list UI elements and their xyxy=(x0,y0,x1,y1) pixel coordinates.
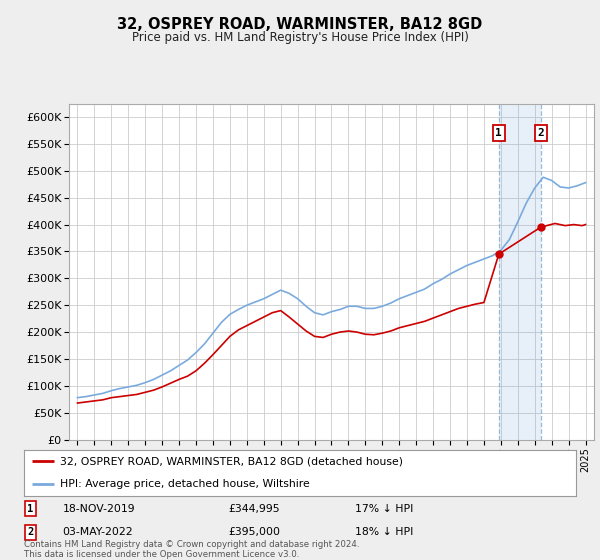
Text: 03-MAY-2022: 03-MAY-2022 xyxy=(62,528,133,537)
Text: 2: 2 xyxy=(28,528,34,537)
Text: 2: 2 xyxy=(537,128,544,138)
Text: £344,995: £344,995 xyxy=(228,504,280,514)
Bar xyxy=(499,104,541,440)
Text: 18% ↓ HPI: 18% ↓ HPI xyxy=(355,528,413,537)
Text: 1: 1 xyxy=(28,504,34,514)
Text: 32, OSPREY ROAD, WARMINSTER, BA12 8GD (detached house): 32, OSPREY ROAD, WARMINSTER, BA12 8GD (d… xyxy=(60,456,403,466)
Text: HPI: Average price, detached house, Wiltshire: HPI: Average price, detached house, Wilt… xyxy=(60,479,310,489)
Text: 1: 1 xyxy=(496,128,502,138)
Text: Price paid vs. HM Land Registry's House Price Index (HPI): Price paid vs. HM Land Registry's House … xyxy=(131,31,469,44)
Text: 17% ↓ HPI: 17% ↓ HPI xyxy=(355,504,413,514)
Text: Contains HM Land Registry data © Crown copyright and database right 2024.
This d: Contains HM Land Registry data © Crown c… xyxy=(24,540,359,559)
Text: 32, OSPREY ROAD, WARMINSTER, BA12 8GD: 32, OSPREY ROAD, WARMINSTER, BA12 8GD xyxy=(118,17,482,32)
Text: 18-NOV-2019: 18-NOV-2019 xyxy=(62,504,135,514)
Text: £395,000: £395,000 xyxy=(228,528,280,537)
